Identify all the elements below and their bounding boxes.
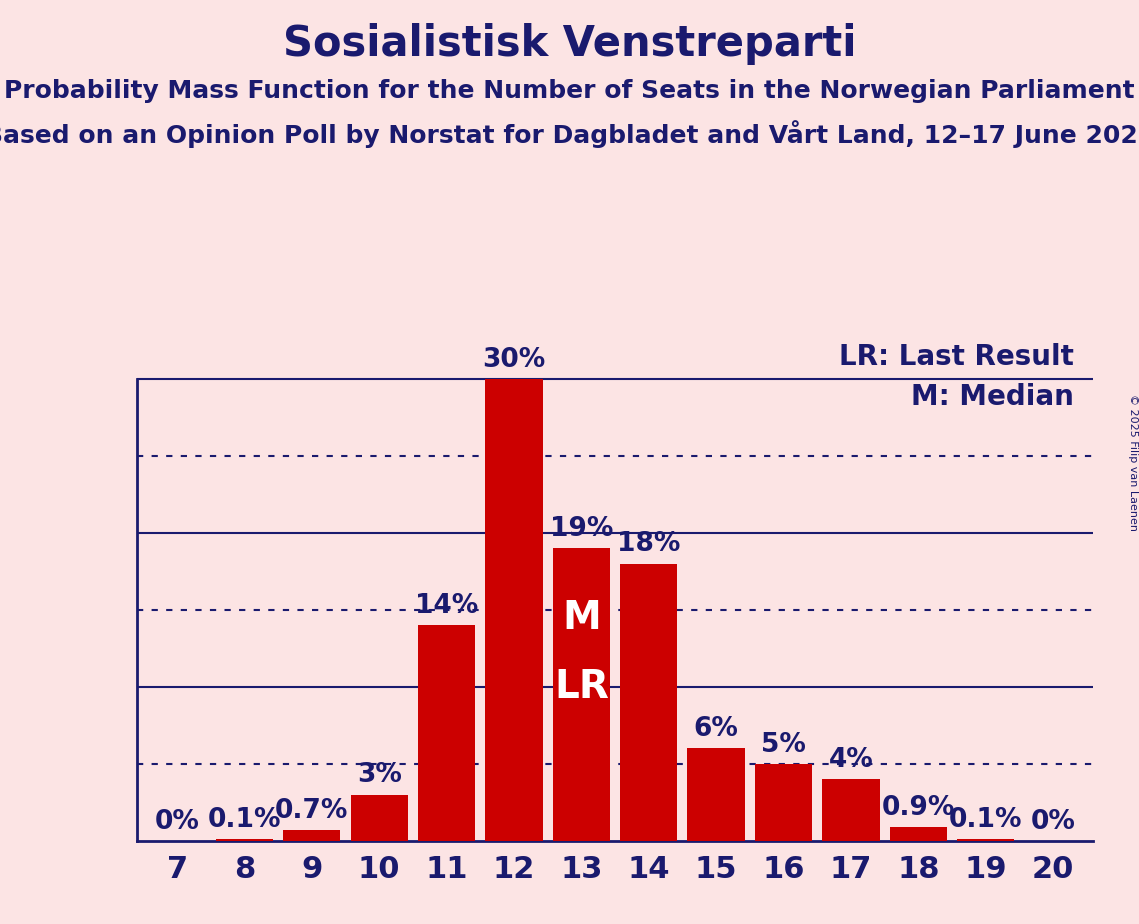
Bar xyxy=(957,839,1014,841)
Text: 0%: 0% xyxy=(1031,808,1075,834)
Text: 0%: 0% xyxy=(155,808,199,834)
Text: 3%: 3% xyxy=(357,762,402,788)
Bar xyxy=(552,548,611,841)
Text: 18%: 18% xyxy=(617,531,680,557)
Bar xyxy=(755,764,812,841)
Text: © 2025 Filip van Laenen: © 2025 Filip van Laenen xyxy=(1129,394,1138,530)
Text: 0.7%: 0.7% xyxy=(276,798,349,824)
Text: 0.1%: 0.1% xyxy=(949,808,1023,833)
Text: M: Median: M: Median xyxy=(911,383,1074,411)
Bar xyxy=(485,379,542,841)
Text: 19%: 19% xyxy=(550,517,613,542)
Text: LR: LR xyxy=(554,668,609,706)
Text: LR: Last Result: LR: Last Result xyxy=(839,343,1074,371)
Text: M: M xyxy=(562,599,600,637)
Text: 4%: 4% xyxy=(828,748,874,773)
Text: Sosialistisk Venstreparti: Sosialistisk Venstreparti xyxy=(282,23,857,65)
Text: 5%: 5% xyxy=(761,732,806,758)
Text: 0.1%: 0.1% xyxy=(207,808,281,833)
Text: Based on an Opinion Poll by Norstat for Dagbladet and Vårt Land, 12–17 June 2023: Based on an Opinion Poll by Norstat for … xyxy=(0,120,1139,148)
Bar xyxy=(216,839,273,841)
Bar xyxy=(418,626,475,841)
Bar xyxy=(688,748,745,841)
Text: 30%: 30% xyxy=(483,346,546,372)
Text: 6%: 6% xyxy=(694,716,738,742)
Bar xyxy=(351,795,408,841)
Bar xyxy=(890,827,947,841)
Text: 0.9%: 0.9% xyxy=(882,795,954,821)
Bar xyxy=(822,779,879,841)
Text: 14%: 14% xyxy=(415,593,478,619)
Bar xyxy=(284,830,341,841)
Bar xyxy=(620,564,678,841)
Text: Probability Mass Function for the Number of Seats in the Norwegian Parliament: Probability Mass Function for the Number… xyxy=(5,79,1134,103)
